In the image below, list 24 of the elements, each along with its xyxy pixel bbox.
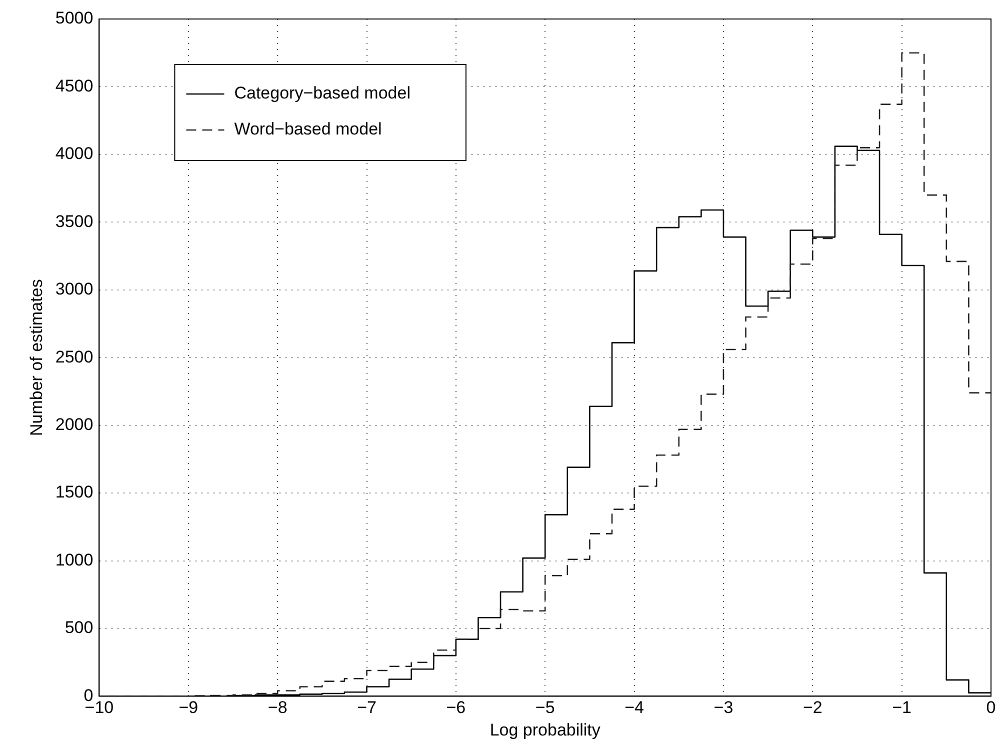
x-tick-label: 0	[986, 698, 996, 718]
y-axis-title: Number of estimates	[26, 279, 46, 436]
x-tick-label: −5	[535, 698, 555, 718]
y-tick-label: 4500	[55, 76, 94, 96]
y-tick-label: 5000	[55, 8, 94, 28]
y-tick-label: 2000	[55, 415, 94, 434]
x-tick-label: −9	[178, 698, 198, 718]
x-tick-label: −3	[714, 698, 734, 718]
legend-label: Word−based model	[234, 120, 382, 139]
y-tick-label: 2500	[55, 347, 94, 366]
x-tick-label: −1	[892, 698, 912, 718]
y-tick-label: 4000	[55, 144, 94, 164]
x-tick-label: −6	[446, 698, 466, 718]
x-tick-label: −7	[357, 698, 376, 718]
x-tick-label: −8	[268, 698, 288, 718]
legend-label: Category−based model	[234, 84, 410, 103]
y-tick-label: 500	[64, 618, 94, 638]
x-tick-label: −2	[802, 698, 822, 718]
y-tick-label: 3000	[55, 280, 94, 299]
x-axis-title: Log probability	[490, 720, 601, 740]
x-tick-label: −4	[624, 698, 644, 718]
y-tick-label: 1000	[55, 550, 94, 570]
y-tick-label: 1500	[55, 482, 94, 502]
y-tick-label: 3500	[55, 212, 94, 231]
